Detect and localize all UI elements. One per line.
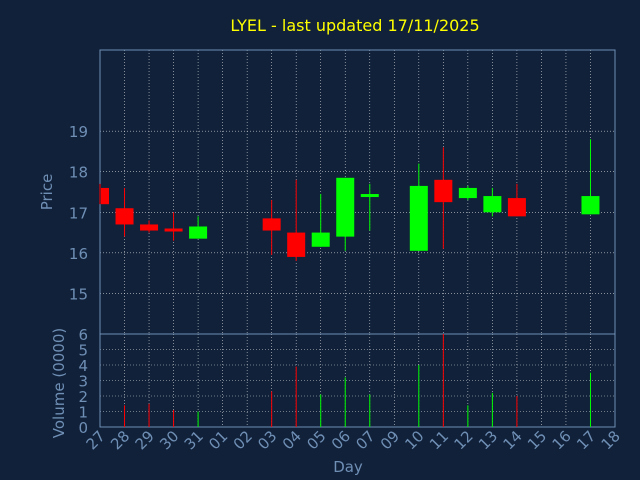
price-tick-label: 16 [69, 245, 88, 263]
candle-body [311, 232, 330, 247]
price-tick-label: 19 [69, 123, 88, 141]
price-axis-label: Price [38, 174, 56, 211]
volume-tick-label: 0 [78, 419, 88, 437]
candle-body [189, 226, 208, 239]
volume-tick-label: 5 [78, 342, 88, 360]
volume-plot-border [99, 333, 616, 428]
volume-axis-label: Volume (0000) [50, 328, 68, 438]
candle-body [434, 179, 453, 203]
price-tick-label: 18 [69, 164, 88, 182]
volume-tick-label: 6 [78, 326, 88, 344]
candle-body [458, 187, 477, 199]
volume-tick-label: 1 [78, 404, 88, 422]
volume-tick-label: 4 [78, 357, 88, 375]
price-tick-label: 15 [69, 285, 88, 303]
candle-body [507, 198, 526, 217]
candle-body [164, 228, 183, 232]
x-axis-label: Day [333, 458, 363, 476]
candle-body [360, 194, 379, 198]
candle-body [101, 187, 109, 205]
price-panel: 15 16 17 18 19 [69, 49, 616, 335]
chart-title: LYEL - last updated 17/11/2025 [230, 16, 479, 35]
candle-body [262, 218, 281, 231]
candle-body [409, 185, 428, 251]
candle-body [115, 208, 134, 225]
price-tick-label: 17 [69, 204, 88, 222]
candle-body [581, 196, 600, 215]
candle-body [336, 177, 355, 237]
candle-body [140, 224, 159, 231]
candle-body [287, 232, 306, 257]
volume-tick-label: 3 [78, 373, 88, 391]
candle-body [483, 196, 502, 213]
volume-tick-label: 2 [78, 388, 88, 406]
